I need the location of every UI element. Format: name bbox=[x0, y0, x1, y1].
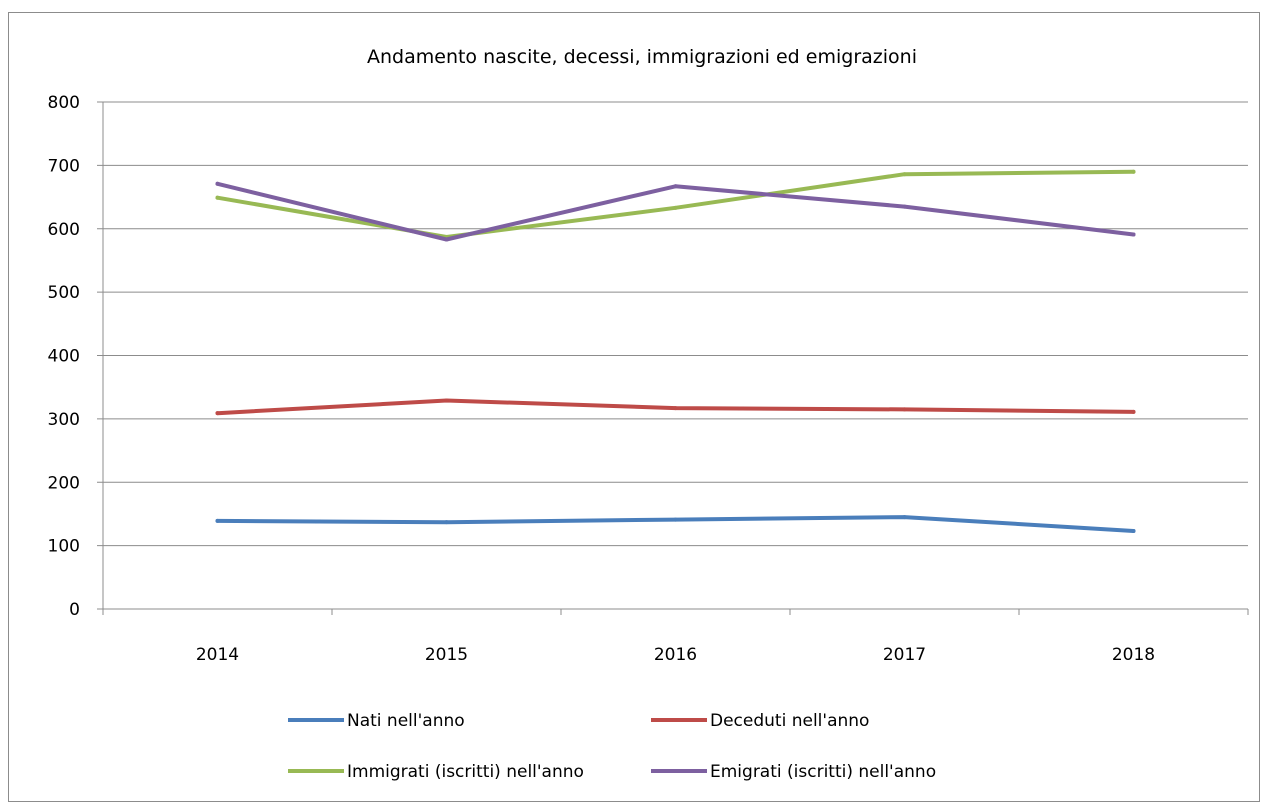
y-tick-label: 600 bbox=[48, 220, 80, 240]
legend-label: Nati nell'anno bbox=[347, 711, 465, 731]
data-point bbox=[673, 517, 678, 522]
data-point bbox=[1131, 409, 1136, 414]
data-point bbox=[902, 407, 907, 412]
y-tick-label: 300 bbox=[48, 410, 80, 430]
legend: Nati nell'anno Deceduti nell'anno Immigrat… bbox=[288, 711, 936, 782]
legend-item: Emigrati (iscritti) nell'anno bbox=[651, 762, 936, 782]
legend-label: Deceduti nell'anno bbox=[710, 711, 869, 731]
data-point bbox=[1131, 232, 1136, 237]
legend-label: Emigrati (iscritti) nell'anno bbox=[710, 762, 936, 782]
data-point bbox=[673, 184, 678, 189]
x-tick-label: 2016 bbox=[654, 645, 697, 665]
legend-item: Deceduti nell'anno bbox=[651, 711, 869, 731]
legend-item: Immigrati (iscritti) nell'anno bbox=[288, 762, 584, 782]
data-point bbox=[902, 172, 907, 177]
data-point bbox=[444, 398, 449, 403]
data-point bbox=[673, 406, 678, 411]
y-tick-label: 100 bbox=[48, 537, 80, 557]
axes: 0 100 200 300 400 500 600 700 800 2014 2015 2016 201… bbox=[48, 93, 1249, 665]
legend-label: Immigrati (iscritti) nell'anno bbox=[347, 762, 584, 782]
y-tick-label: 800 bbox=[48, 93, 80, 113]
data-point bbox=[215, 181, 220, 186]
y-tick-label: 200 bbox=[48, 473, 80, 493]
data-point bbox=[444, 237, 449, 242]
y-tick-label: 700 bbox=[48, 156, 80, 176]
series-line-3 bbox=[215, 169, 1136, 239]
chart-title: Andamento nascite, decessi, immigrazioni… bbox=[367, 46, 917, 68]
data-point bbox=[215, 411, 220, 416]
data-point bbox=[673, 205, 678, 210]
data-point bbox=[1131, 169, 1136, 174]
data-point bbox=[902, 204, 907, 209]
data-point bbox=[444, 520, 449, 525]
y-tick-label: 400 bbox=[48, 347, 80, 367]
x-tick-label: 2017 bbox=[883, 645, 926, 665]
x-tick-label: 2014 bbox=[196, 645, 239, 665]
series-line-4 bbox=[215, 181, 1136, 242]
series-lines bbox=[215, 169, 1136, 534]
data-point bbox=[1131, 529, 1136, 534]
y-tick-label: 500 bbox=[48, 283, 80, 303]
data-point bbox=[215, 518, 220, 523]
legend-item: Nati nell'anno bbox=[288, 711, 465, 731]
gridlines bbox=[97, 101, 1248, 547]
y-tick-label: 0 bbox=[69, 600, 80, 620]
x-tick-label: 2015 bbox=[425, 645, 468, 665]
x-tick-label: 2018 bbox=[1112, 645, 1155, 665]
data-point bbox=[902, 515, 907, 520]
data-point bbox=[215, 195, 220, 200]
